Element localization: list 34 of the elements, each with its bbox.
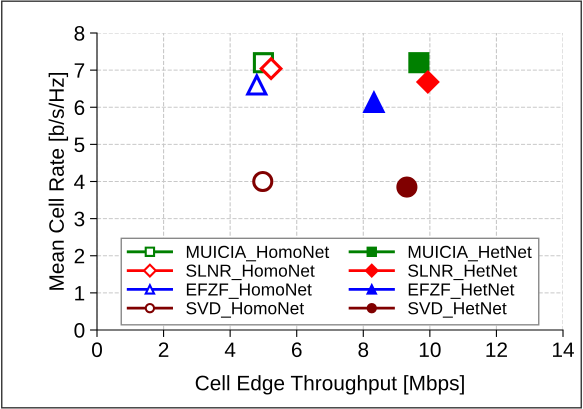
point (252, 170, 274, 192)
point (416, 70, 440, 94)
point (363, 92, 384, 113)
y-tick-label: 1 (75, 286, 84, 300)
y-tick-label: 8 (74, 26, 84, 41)
x-tick-label: 12 (486, 342, 507, 357)
y-tick-label: 2 (74, 248, 84, 264)
x-tick-label: 0 (92, 342, 102, 358)
x-tick-label: 6 (292, 342, 302, 358)
x-tick-label: 14 (553, 342, 574, 357)
legend-label: EFZF_HomoNet (186, 284, 312, 299)
y-tick-label: 4 (74, 174, 85, 190)
legend-label: SLNR_HetNet (408, 264, 518, 280)
y-axis-title: Mean Cell Rate [b/s/Hz] (48, 72, 68, 290)
legend-label: EFZF_HetNet (408, 284, 514, 299)
y-tick-label: 0 (74, 323, 84, 338)
y-tick-label: 7 (74, 63, 84, 78)
point (396, 176, 418, 198)
x-tick-label: 8 (358, 342, 368, 358)
legend-label: MUICIA_HetNet (408, 246, 532, 262)
y-tick-label: 5 (74, 138, 84, 152)
legend-label: MUICIA_HomoNet (186, 246, 330, 262)
legend-label: SLNR_HomoNet (186, 264, 315, 280)
x-tick-label: 10 (420, 342, 441, 358)
point (246, 74, 268, 96)
y-tick-label: 3 (74, 212, 84, 226)
legend-label: SVD_HetNet (408, 302, 507, 318)
x-tick-label: 2 (158, 342, 168, 357)
x-tick-label: 4 (224, 342, 236, 357)
point (260, 57, 282, 80)
legend-label: SVD_HomoNet (186, 302, 304, 318)
y-tick-label: 6 (74, 100, 84, 116)
point (408, 52, 430, 74)
x-axis-title: Cell Edge Throughput [Mbps] (196, 375, 464, 395)
